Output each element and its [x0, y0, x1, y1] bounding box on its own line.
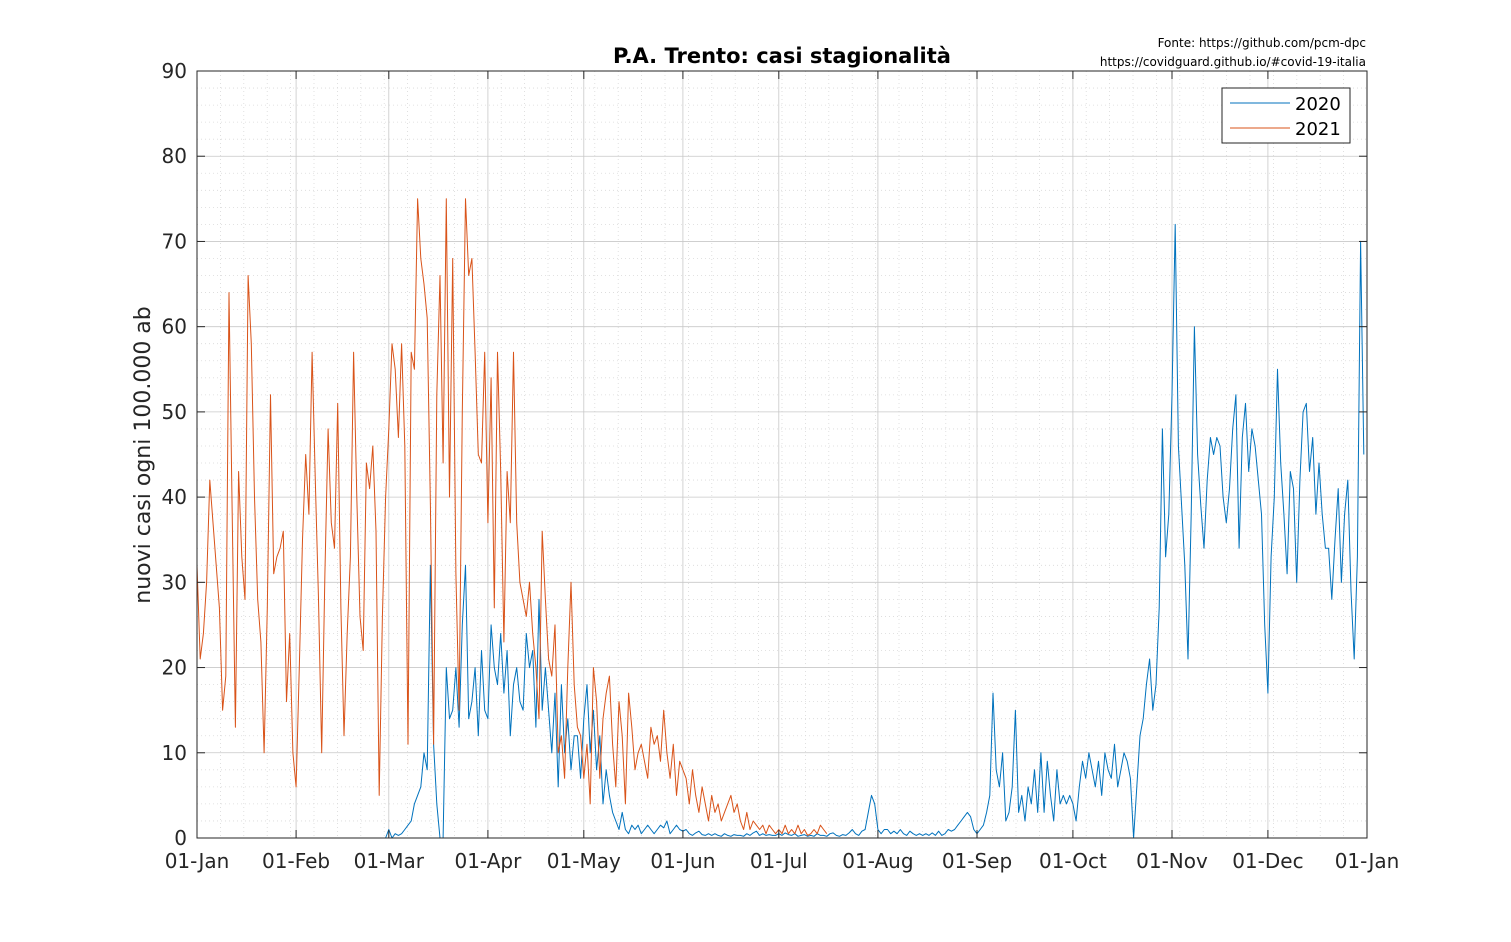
- x-tick-label: 01-Feb: [262, 849, 330, 873]
- y-tick-label: 20: [162, 656, 187, 680]
- x-tick-label: 01-Dec: [1232, 849, 1303, 873]
- plot-frame: [196, 70, 1368, 839]
- x-tick-label: 01-Apr: [454, 849, 522, 873]
- x-tick-label: 01-Oct: [1039, 849, 1107, 873]
- y-tick-label: 60: [162, 315, 187, 339]
- legend-box: [1221, 87, 1351, 144]
- x-tick-label: 01-Sep: [942, 849, 1012, 873]
- y-tick-label: 0: [174, 826, 187, 850]
- y-axis-label: nuovi casi ogni 100.000 ab: [131, 306, 156, 604]
- y-tick-label: 40: [162, 485, 187, 509]
- x-tick-label: 01-Aug: [842, 849, 913, 873]
- y-tick-label: 70: [162, 229, 187, 253]
- source-line-1: Fonte: https://github.com/pcm-dpc: [1158, 36, 1366, 50]
- chart-title: P.A. Trento: casi stagionalità: [613, 44, 951, 68]
- x-tick-label: 01-Jul: [750, 849, 808, 873]
- series-line-2021: [196, 198, 828, 836]
- x-tick-label: 01-Mar: [354, 849, 425, 873]
- y-tick-label: 50: [162, 400, 187, 424]
- y-tick-label: 10: [162, 741, 187, 765]
- minor-grid: [196, 71, 1368, 838]
- x-tick-label: 01-Jan: [1335, 849, 1400, 873]
- y-tick-label: 90: [162, 59, 187, 83]
- y-tick-label: 30: [162, 570, 187, 594]
- series-line-2020: [372, 223, 1365, 839]
- legend-label-2020: 2020: [1295, 94, 1341, 115]
- legend: 2020 2021: [1221, 87, 1351, 144]
- legend-label-2021: 2021: [1295, 119, 1341, 140]
- x-tick-label: 01-Jun: [650, 849, 715, 873]
- x-axis: 01-Jan 01-Feb 01-Mar 01-Apr 01-May 01-Jun 01-J…: [165, 71, 1400, 873]
- source-line-2: https://covidguard.github.io/#covid-19-i…: [1100, 55, 1366, 69]
- y-axis: 0 10 20 30 40 50 60 70 80 90: [162, 59, 1367, 850]
- x-tick-label: 01-May: [547, 849, 621, 873]
- y-tick-label: 80: [162, 144, 187, 168]
- x-tick-label: 01-Nov: [1136, 849, 1208, 873]
- series-layer: [196, 198, 1365, 839]
- x-tick-label: 01-Jan: [165, 849, 230, 873]
